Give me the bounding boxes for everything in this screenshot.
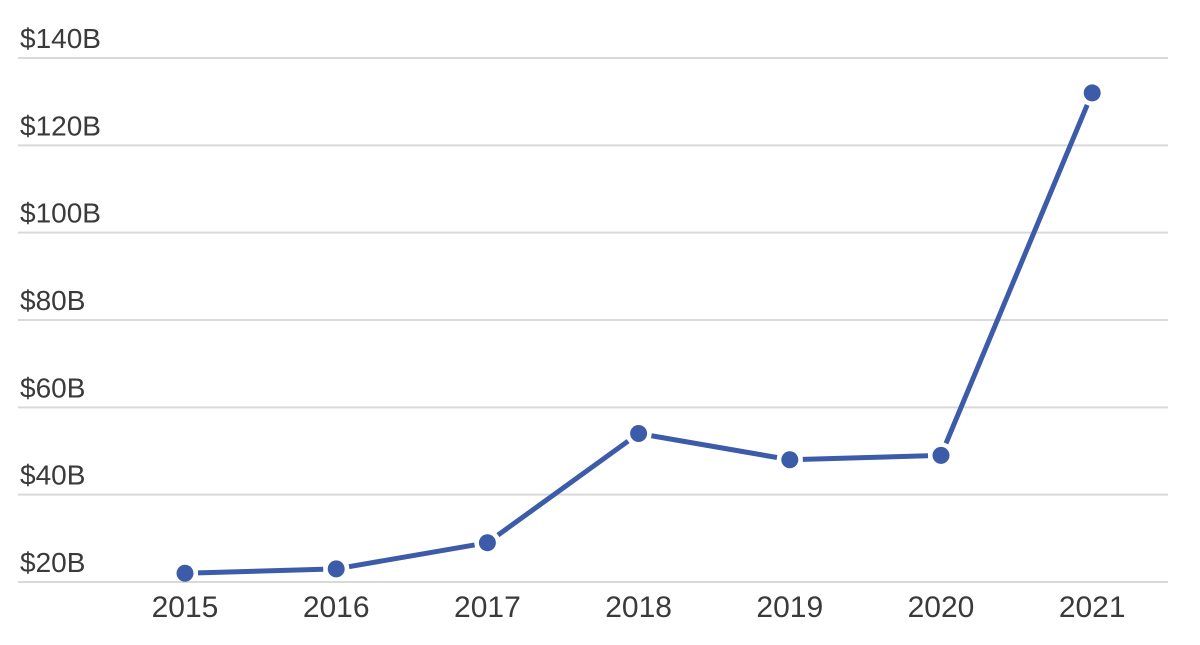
y-axis-tick-label: $40B — [20, 460, 85, 491]
data-point-2016 — [327, 560, 345, 578]
x-axis-tick-label: 2015 — [152, 591, 219, 624]
series-line-segment — [650, 433, 778, 460]
x-axis-tick-label: 2016 — [303, 591, 370, 624]
x-axis-tick-label: 2019 — [756, 591, 823, 624]
data-point-2021 — [1083, 84, 1101, 102]
series-line-segment — [943, 103, 1090, 445]
y-axis-tick-label: $60B — [20, 372, 85, 403]
y-axis-tick-label: $80B — [20, 285, 85, 316]
series-line-segment — [348, 542, 476, 570]
data-point-2018 — [630, 425, 648, 443]
series-line-segment — [802, 453, 929, 462]
x-axis-tick-label: 2020 — [908, 591, 975, 624]
y-axis-tick-label: $20B — [20, 547, 85, 578]
x-axis-tick-label: 2018 — [605, 591, 672, 624]
x-axis-tick-label: 2017 — [454, 591, 521, 624]
data-point-2017 — [478, 534, 496, 552]
data-point-2015 — [176, 564, 194, 582]
data-point-2020 — [932, 446, 950, 464]
y-axis-tick-label: $120B — [20, 110, 101, 141]
y-axis-tick-label: $100B — [20, 198, 101, 229]
y-axis-tick-label: $140B — [20, 23, 101, 54]
series-line-segment — [496, 439, 630, 538]
data-point-2019 — [781, 451, 799, 469]
x-axis-tick-label: 2021 — [1059, 591, 1126, 624]
series-line-segment — [197, 566, 324, 576]
